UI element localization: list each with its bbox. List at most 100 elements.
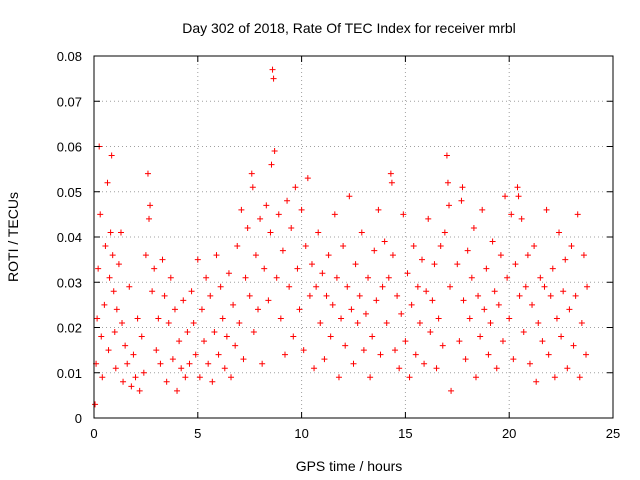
data-point	[171, 306, 178, 313]
data-point	[489, 238, 496, 245]
data-point	[470, 224, 477, 231]
data-point	[570, 342, 577, 349]
data-point	[109, 252, 116, 259]
data-point	[101, 301, 108, 308]
data-point	[477, 333, 484, 340]
data-point	[98, 333, 105, 340]
data-point	[383, 319, 390, 326]
data-point	[217, 283, 224, 290]
data-point	[522, 283, 529, 290]
data-point	[439, 342, 446, 349]
data-point	[398, 310, 405, 317]
data-point	[541, 283, 548, 290]
data-point	[556, 229, 563, 236]
data-point	[306, 292, 313, 299]
data-point	[572, 292, 579, 299]
y-axis-label: ROTI / TECUs	[5, 192, 21, 282]
data-point	[240, 356, 247, 363]
data-point	[431, 261, 438, 268]
data-point	[539, 338, 546, 345]
data-point	[268, 161, 275, 168]
data-point	[479, 206, 486, 213]
data-point	[423, 288, 430, 295]
data-point	[311, 365, 318, 372]
data-point	[377, 351, 384, 358]
data-point	[437, 243, 444, 250]
data-point	[583, 351, 590, 358]
data-point	[149, 288, 156, 295]
x-axis-label: GPS time / hours	[296, 458, 403, 474]
data-point	[213, 252, 220, 259]
x-tick-label: 25	[606, 426, 620, 441]
data-point	[201, 338, 208, 345]
data-point	[441, 229, 448, 236]
data-point	[367, 374, 374, 381]
data-point	[106, 274, 113, 281]
data-point	[443, 152, 450, 159]
data-point	[151, 265, 158, 272]
data-point	[379, 283, 386, 290]
data-point	[497, 252, 504, 259]
data-point	[537, 274, 544, 281]
data-point	[246, 292, 253, 299]
x-tick-label: 20	[502, 426, 516, 441]
data-point	[225, 270, 232, 277]
data-point	[335, 374, 342, 381]
data-point	[356, 292, 363, 299]
data-point	[277, 315, 284, 322]
data-point	[117, 229, 124, 236]
data-point	[286, 283, 293, 290]
data-point	[394, 292, 401, 299]
data-point	[350, 360, 357, 367]
data-point	[381, 238, 388, 245]
data-point	[435, 315, 442, 322]
data-point	[120, 378, 127, 385]
data-point	[317, 319, 324, 326]
grid-lines	[94, 56, 613, 418]
data-point	[444, 179, 451, 186]
data-point	[219, 315, 226, 322]
data-point	[329, 301, 336, 308]
data-point	[252, 252, 259, 259]
data-point	[271, 148, 278, 155]
data-point	[508, 211, 515, 218]
data-point	[144, 170, 151, 177]
data-point	[352, 261, 359, 268]
data-point	[388, 179, 395, 186]
data-point	[273, 274, 280, 281]
data-point	[340, 243, 347, 250]
data-point	[267, 229, 274, 236]
data-point	[298, 206, 305, 213]
data-point	[146, 215, 153, 222]
x-tick-label: 10	[294, 426, 308, 441]
data-point	[460, 297, 467, 304]
data-point	[249, 184, 256, 191]
data-point	[190, 319, 197, 326]
data-point	[504, 274, 511, 281]
data-point	[288, 224, 295, 231]
data-point	[458, 197, 465, 204]
data-point	[475, 292, 482, 299]
data-point	[410, 243, 417, 250]
data-point	[142, 252, 149, 259]
data-point	[580, 252, 587, 259]
axis-ticks: 0 5 10 15 20 25 0 0.01 0.02 0.03 0.04 0.05 0.06 0.07 0…	[57, 49, 621, 441]
data-point	[180, 297, 187, 304]
data-point	[115, 261, 122, 268]
data-point	[269, 66, 276, 73]
data-point	[211, 329, 218, 336]
data-point	[433, 365, 440, 372]
x-tick-label: 5	[194, 426, 201, 441]
data-point	[472, 374, 479, 381]
data-point	[209, 378, 216, 385]
y-tick-label: 0.05	[57, 185, 82, 200]
data-point	[325, 252, 332, 259]
data-point	[223, 333, 230, 340]
data-point	[161, 292, 168, 299]
data-point	[153, 347, 160, 354]
data-point	[234, 243, 241, 250]
data-point	[533, 378, 540, 385]
data-point	[292, 184, 299, 191]
x-tick-label: 15	[398, 426, 412, 441]
data-point	[230, 301, 237, 308]
